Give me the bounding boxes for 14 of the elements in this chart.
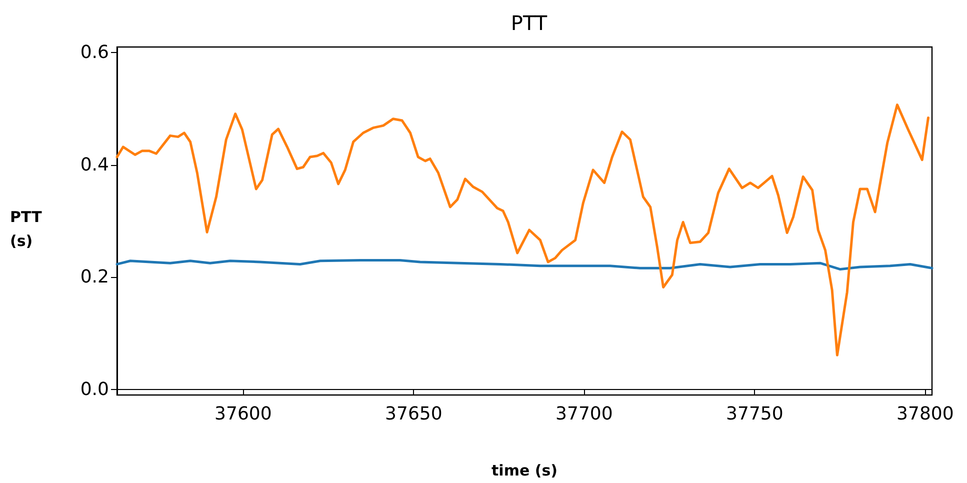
- x-tick-label: 37800: [896, 404, 954, 424]
- line-series: [116, 259, 934, 271]
- line-series: [116, 104, 930, 356]
- y-tick-label: 0.0: [80, 378, 109, 400]
- x-axis-title: time (s): [492, 462, 558, 480]
- x-tick-label: 37650: [385, 404, 442, 424]
- chart-title: PTT: [510, 11, 548, 35]
- y-tick-label: 0.4: [80, 154, 109, 176]
- x-tick-label: 37750: [726, 404, 784, 424]
- x-tick-label: 37600: [214, 404, 272, 424]
- x-tick-label: 37700: [556, 404, 613, 424]
- y-tick-label: 0.6: [80, 42, 109, 64]
- y-axis-title: PTT (s): [10, 208, 43, 250]
- y-tick-label: 0.2: [80, 266, 109, 288]
